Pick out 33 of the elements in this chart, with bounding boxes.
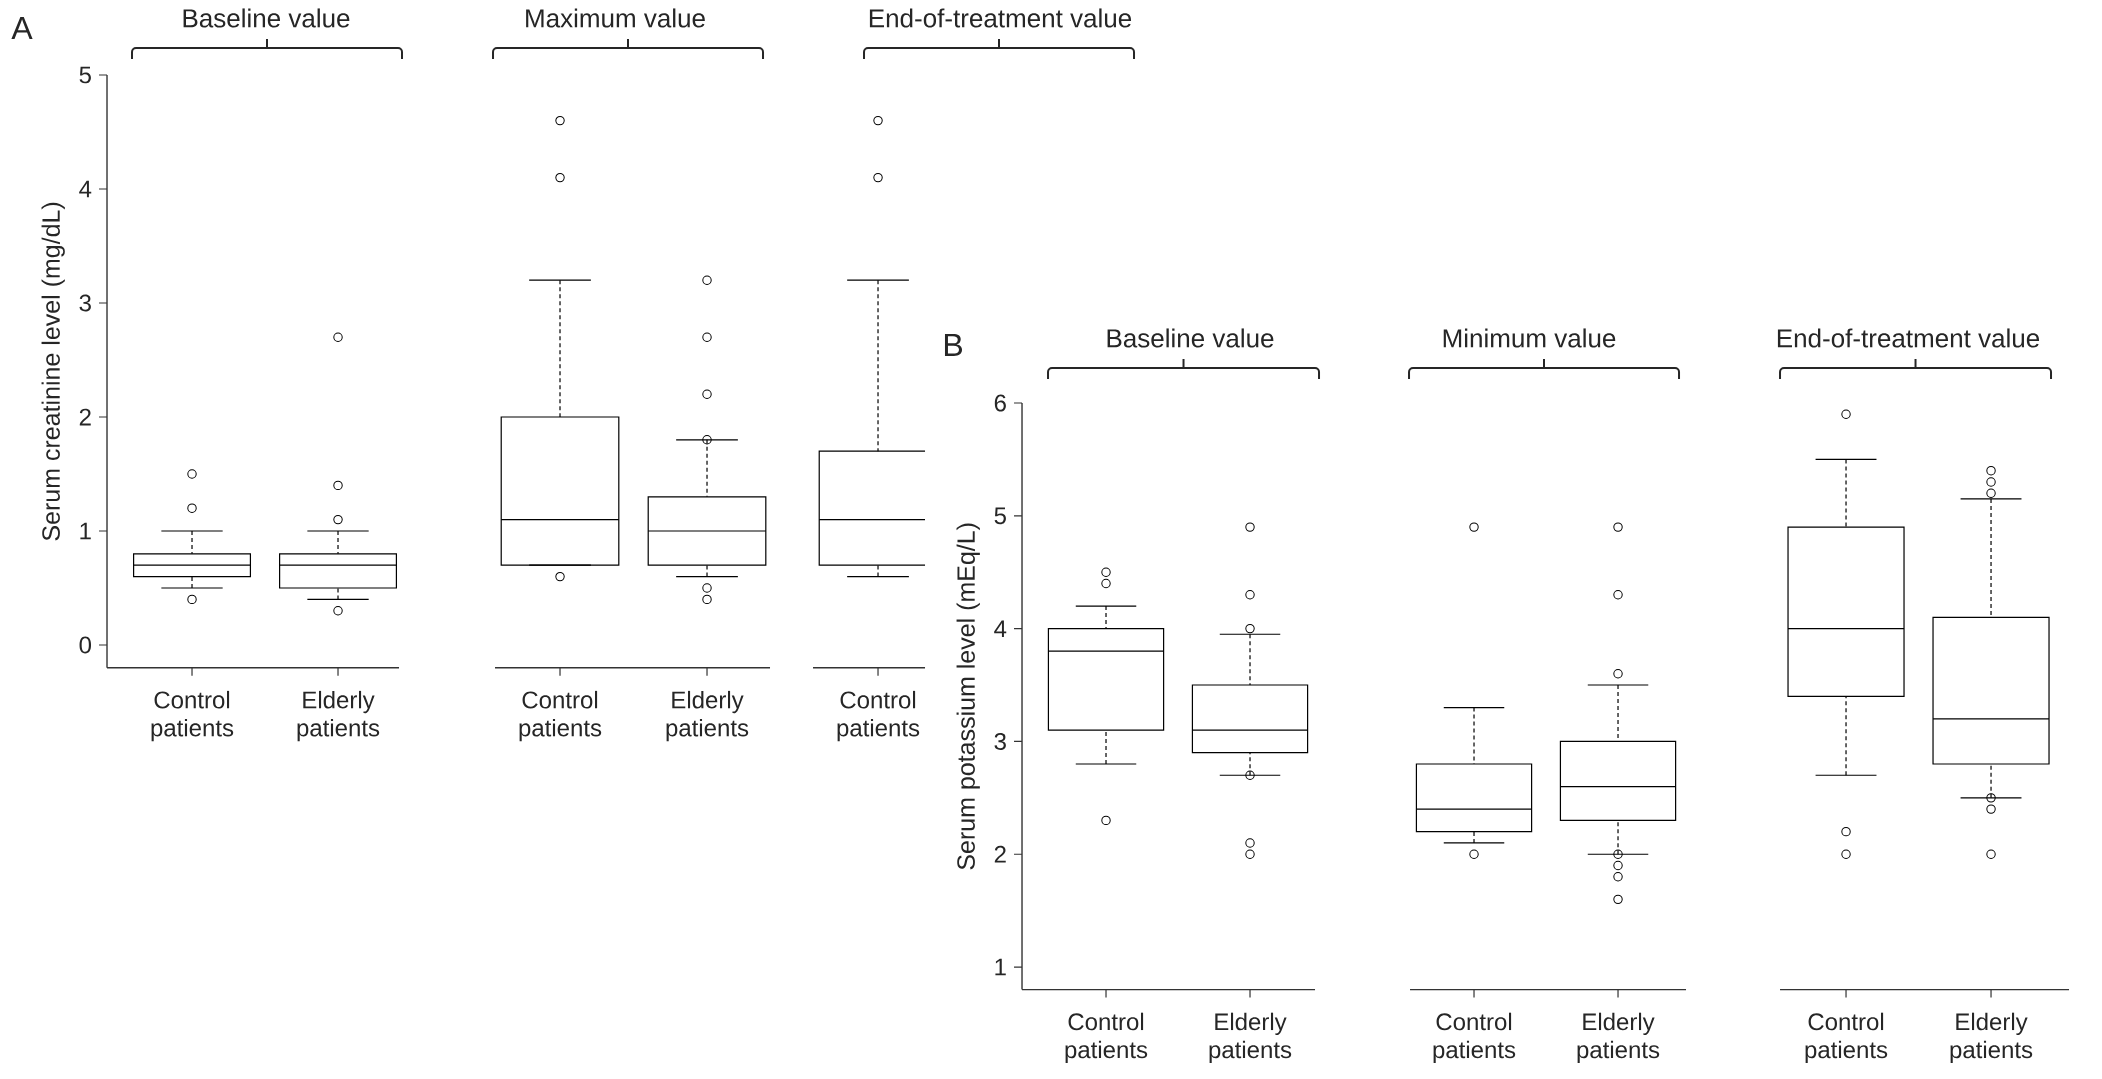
- x-tick-label: Control patients: [1433, 1012, 1516, 1064]
- text: B: [944, 333, 963, 356]
- y-tick-label: 2: [994, 845, 1006, 863]
- x-tick-label: Control patients: [1065, 1012, 1148, 1064]
- x-tick-label: Elderly patients: [1577, 1012, 1660, 1064]
- chart-title: End-of-treatment value: [1777, 328, 2040, 348]
- y-tick-label: 5: [994, 507, 1006, 525]
- y-tick-label: 1: [80, 522, 91, 540]
- y-tick-label: 6: [994, 394, 1006, 412]
- chart-title: Maximum value: [526, 8, 705, 28]
- chart-title: Baseline value: [1107, 328, 1274, 348]
- text: A: [11, 16, 33, 39]
- y-axis-title: Serum creatinine level (mg/dL): [41, 202, 65, 541]
- x-tick-label: Control patients: [519, 690, 602, 742]
- x-tick-label: Control patients: [1805, 1012, 1888, 1064]
- y-tick-label: 2: [79, 408, 91, 426]
- text: End-of-treatment value: [869, 8, 1132, 28]
- x-tick-label: Elderly patients: [1209, 1012, 1292, 1064]
- y-tick-label: 1: [995, 958, 1006, 976]
- x-tick-label: Control patients: [837, 690, 920, 742]
- chart-title: Minimum value: [1443, 328, 1616, 348]
- y-tick-label: 5: [79, 66, 91, 84]
- y-axis-title: Serum potassium level (mEq/L): [956, 523, 980, 870]
- y-tick-label: 3: [994, 732, 1006, 750]
- y-tick-label: 3: [79, 294, 91, 312]
- y-tick-label: 4: [79, 180, 92, 198]
- x-tick-label: Elderly patients: [1950, 1012, 2033, 1064]
- x-tick-label: Elderly patients: [666, 690, 749, 742]
- x-tick-label: Elderly patients: [297, 690, 380, 742]
- y-tick-label: 4: [994, 620, 1007, 637]
- chart-title: Baseline value: [183, 8, 350, 28]
- y-tick-label: 0: [79, 636, 92, 654]
- x-tick-label: Control patients: [151, 690, 234, 742]
